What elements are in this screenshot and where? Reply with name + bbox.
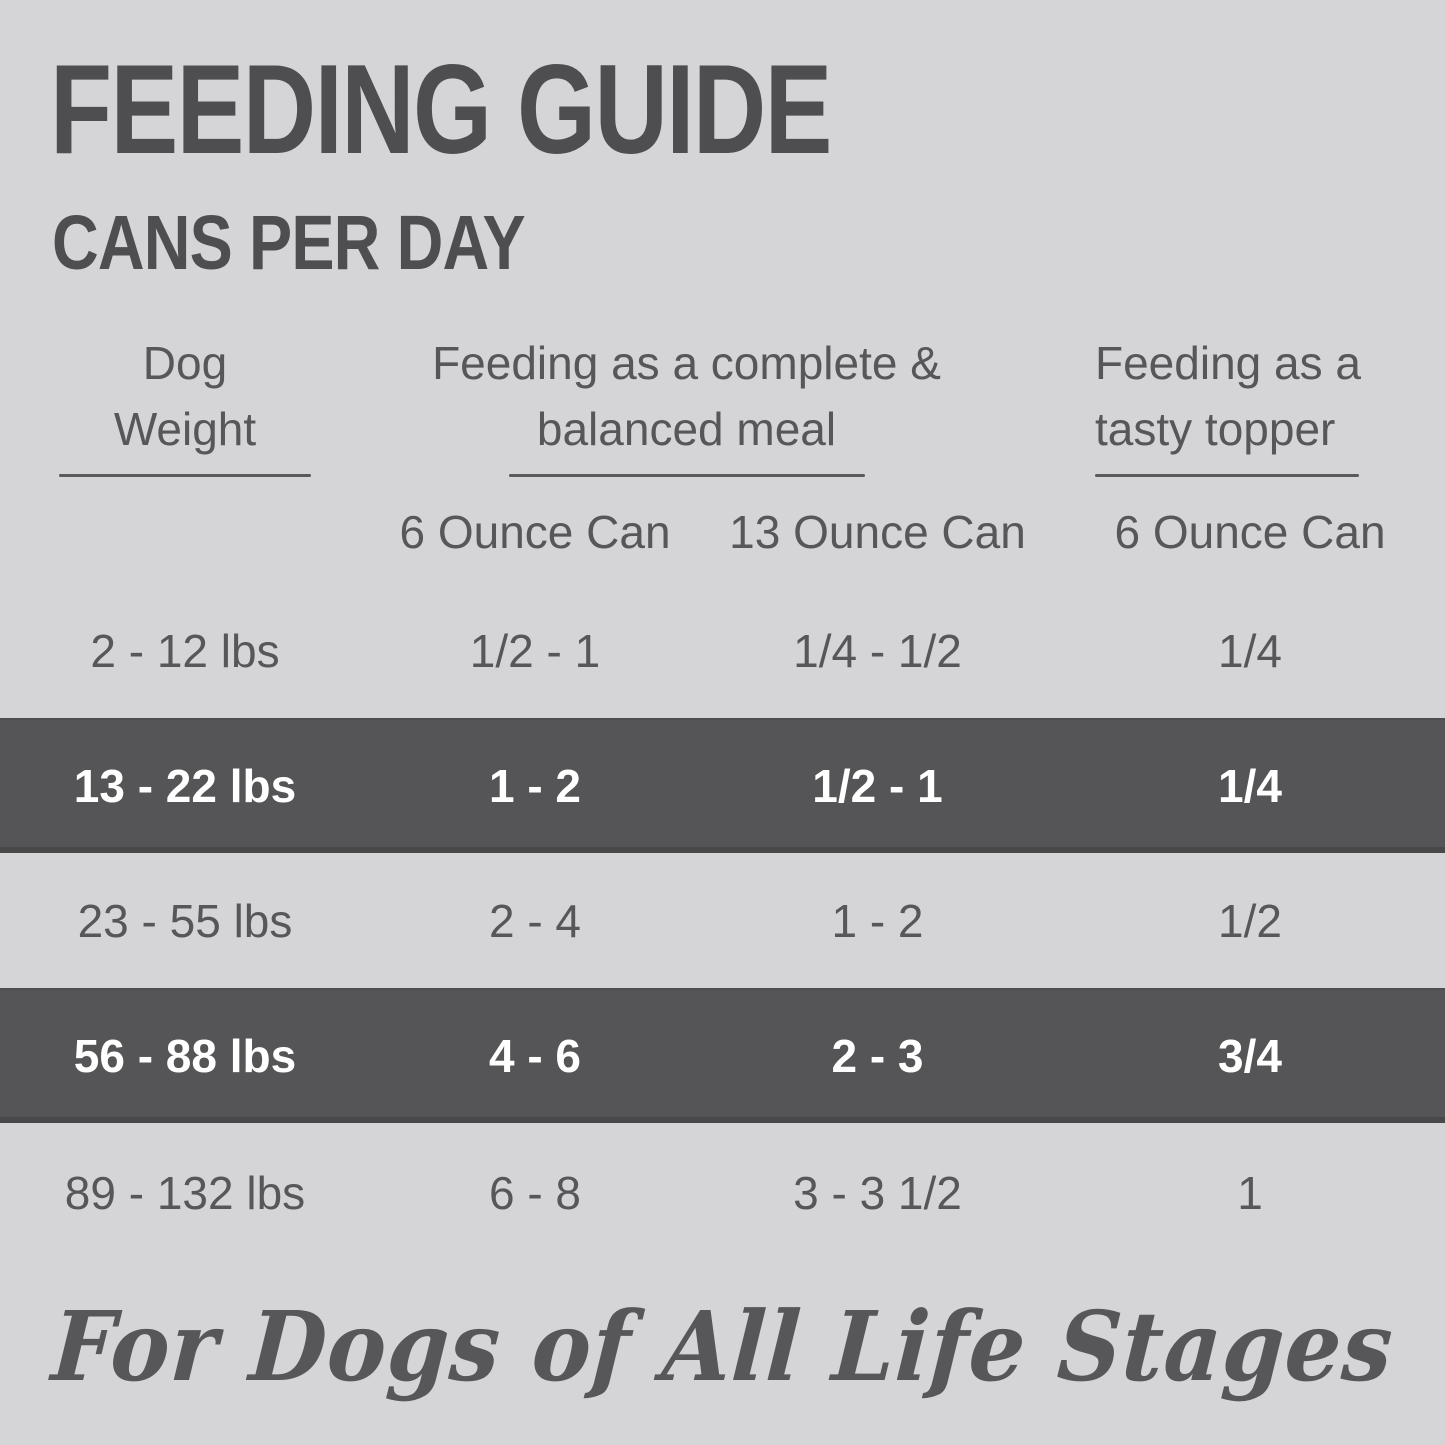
- cell-6oz-topper: 1/2: [1218, 894, 1282, 947]
- table-subheader-row: 6 Ounce Can 13 Ounce Can 6 Ounce Can: [0, 505, 1445, 559]
- table-header-row: Dog Weight Feeding as a complete & balan…: [0, 330, 1445, 477]
- column-header-line: Feeding as a: [1095, 337, 1361, 389]
- footer-tagline-container: For Dogs of All Life Stages: [0, 1248, 1445, 1445]
- table-row: 2 - 12 lbs 1/2 - 1 1/4 - 1/2 1/4: [0, 583, 1445, 718]
- cell-dog-weight: 89 - 132 lbs: [64, 1167, 306, 1219]
- page-title: FEEDING GUIDE: [50, 38, 832, 180]
- subheader-13oz-can: 13 Ounce Can: [729, 506, 1026, 558]
- page-subtitle: CANS PER DAY: [52, 200, 526, 286]
- table-row: 89 - 132 lbs 6 - 8 3 - 3 1/2 1: [0, 1123, 1445, 1263]
- subheader-6oz-can: 6 Ounce Can: [399, 506, 671, 558]
- header-underline: [508, 474, 865, 477]
- cell-6oz-topper: 1: [1237, 1167, 1263, 1219]
- feeding-table: Dog Weight Feeding as a complete & balan…: [0, 330, 1445, 1263]
- header-underline: [1095, 474, 1359, 477]
- cell-6oz-topper: 1/4: [1218, 759, 1282, 812]
- cell-6oz-meal: 2 - 4: [488, 894, 582, 947]
- table-row-highlighted: 13 - 22 lbs 1 - 2 1/2 - 1 1/4: [0, 718, 1445, 853]
- subheader-6oz-can-topper: 6 Ounce Can: [1114, 506, 1386, 558]
- footer-tagline: For Dogs of All Life Stages: [48, 1290, 1397, 1403]
- cell-13oz-meal: 2 - 3: [831, 1029, 924, 1082]
- cell-13oz-meal: 3 - 3 1/2: [793, 1167, 962, 1219]
- cell-dog-weight: 23 - 55 lbs: [77, 894, 293, 947]
- column-header-balanced-meal: Feeding as a complete & balanced meal: [344, 330, 1029, 477]
- column-header-line: tasty topper: [1095, 403, 1336, 455]
- column-header-tasty-topper: Feeding as a tasty topper: [1055, 330, 1445, 477]
- table-row-highlighted: 56 - 88 lbs 4 - 6 2 - 3 3/4: [0, 988, 1445, 1123]
- column-header-line: Weight: [113, 403, 257, 455]
- cell-dog-weight: 13 - 22 lbs: [73, 759, 297, 812]
- header-underline: [59, 474, 311, 477]
- column-header-line: balanced meal: [536, 403, 837, 455]
- column-header-dog-weight: Dog Weight: [0, 330, 370, 477]
- column-header-line: Feeding as a complete &: [432, 337, 941, 389]
- column-header-line: Dog: [142, 337, 228, 389]
- cell-dog-weight: 2 - 12 lbs: [90, 624, 280, 677]
- cell-6oz-meal: 1 - 2: [488, 759, 582, 812]
- cell-6oz-topper: 3/4: [1218, 1029, 1282, 1082]
- table-body: 2 - 12 lbs 1/2 - 1 1/4 - 1/2 1/4 13 - 22…: [0, 583, 1445, 1263]
- cell-6oz-topper: 1/4: [1218, 624, 1282, 677]
- cell-13oz-meal: 1/4 - 1/2: [793, 624, 962, 677]
- cell-13oz-meal: 1 - 2: [831, 894, 924, 947]
- cell-13oz-meal: 1/2 - 1: [812, 759, 943, 812]
- cell-6oz-meal: 1/2 - 1: [469, 624, 601, 677]
- table-row: 23 - 55 lbs 2 - 4 1 - 2 1/2: [0, 853, 1445, 988]
- cell-6oz-meal: 4 - 6: [488, 1029, 582, 1082]
- cell-dog-weight: 56 - 88 lbs: [73, 1029, 297, 1082]
- cell-6oz-meal: 6 - 8: [488, 1167, 582, 1219]
